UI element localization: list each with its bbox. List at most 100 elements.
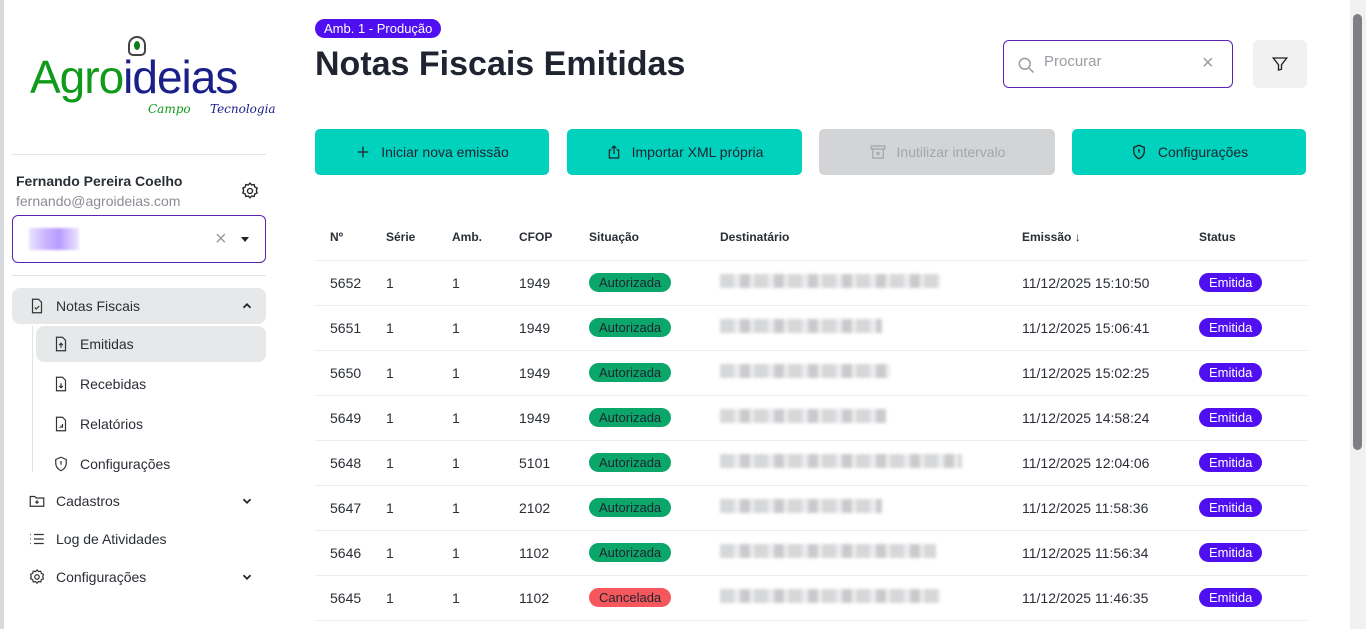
main-content: Amb. 1 - Produção Notas Fiscais Emitidas… xyxy=(284,0,1350,629)
cell-recipient xyxy=(720,260,1022,306)
column-header[interactable]: Emissão ↓ xyxy=(1022,215,1199,261)
chevron-down-icon[interactable] xyxy=(240,494,254,508)
column-header: Nº xyxy=(315,215,386,261)
situation-badge: Autorizada xyxy=(589,453,672,472)
filter-button[interactable] xyxy=(1253,40,1307,88)
cell-status: Emitida xyxy=(1199,440,1307,486)
table-row[interactable]: 5648 1 1 5101 Autorizada 11/12/2025 12:04:06 E… xyxy=(315,440,1307,486)
shield-alert-icon xyxy=(1132,144,1145,160)
column-header: Status xyxy=(1199,215,1307,261)
chevron-up-icon[interactable] xyxy=(240,299,254,313)
button-label: Configurações xyxy=(1157,144,1249,160)
invoices-table: Nº Série Amb. CFOP Situação Destinatário Emiss… xyxy=(315,215,1307,621)
search-icon xyxy=(1018,57,1035,74)
cell-issue-date: 11/12/2025 11:56:34 xyxy=(1022,530,1199,576)
cell-status: Emitida xyxy=(1199,395,1307,441)
cell-situation: Autorizada xyxy=(589,485,720,531)
logo-text: ideias xyxy=(123,51,238,103)
logo-text: Agro xyxy=(30,51,124,103)
status-badge: Emitida xyxy=(1199,273,1263,292)
sidebar-item-label: Relatórios xyxy=(80,416,144,432)
situation-badge: Cancelada xyxy=(589,588,672,607)
cell-number: 5646 xyxy=(315,530,386,576)
column-header: Situação xyxy=(589,215,720,261)
cell-status: Emitida xyxy=(1199,575,1307,621)
cell-situation: Autorizada xyxy=(589,440,720,486)
status-badge: Emitida xyxy=(1199,318,1263,337)
cell-issue-date: 11/12/2025 15:10:50 xyxy=(1022,260,1199,306)
cell-series: 1 xyxy=(386,575,452,621)
new-emission-button[interactable]: Iniciar nova emissão xyxy=(315,129,549,175)
sidebar-item-relatorios[interactable]: Relatórios xyxy=(36,406,266,442)
sidebar-item-log-atividades[interactable]: Log de Atividades xyxy=(12,521,266,557)
import-xml-button[interactable]: Importar XML própria xyxy=(567,129,802,175)
cell-issue-date: 11/12/2025 15:02:25 xyxy=(1022,350,1199,396)
divider xyxy=(12,275,266,276)
cell-cfop: 1949 xyxy=(519,350,589,396)
filter-icon xyxy=(1271,57,1289,71)
sidebar-item-notas-fiscais[interactable]: Notas Fiscais xyxy=(12,288,266,324)
cell-environment: 1 xyxy=(452,260,519,306)
table-row[interactable]: 5651 1 1 1949 Autorizada 11/12/2025 15:06:41 E… xyxy=(315,305,1307,351)
cell-environment: 1 xyxy=(452,485,519,531)
clear-icon[interactable]: × xyxy=(215,228,227,250)
sidebar-item-configuracoes[interactable]: Configurações xyxy=(12,559,266,595)
cell-issue-date: 11/12/2025 12:04:06 xyxy=(1022,440,1199,486)
cell-cfop: 2102 xyxy=(519,485,589,531)
settings-button[interactable]: Configurações xyxy=(1072,129,1306,175)
user-settings-gear-icon[interactable] xyxy=(240,181,260,201)
situation-badge: Autorizada xyxy=(589,318,672,337)
void-range-button[interactable]: Inutilizar intervalo xyxy=(819,129,1055,175)
cell-recipient xyxy=(720,440,1022,486)
cell-number: 5648 xyxy=(315,440,386,486)
table-row[interactable]: 5652 1 1 1949 Autorizada 11/12/2025 15:10:50 E… xyxy=(315,260,1307,306)
sidebar-item-recebidas[interactable]: Recebidas xyxy=(36,366,266,402)
sidebar-item-label: Cadastros xyxy=(56,493,120,509)
sidebar-item-emitidas[interactable]: Emitidas xyxy=(36,326,266,362)
situation-badge: Autorizada xyxy=(589,273,672,292)
cell-number: 5645 xyxy=(315,575,386,621)
cell-number: 5650 xyxy=(315,350,386,396)
page-title: Notas Fiscais Emitidas xyxy=(315,45,686,83)
sidebar-item-cadastros[interactable]: Cadastros xyxy=(12,483,266,519)
recipient-redacted xyxy=(720,319,882,333)
cell-cfop: 1949 xyxy=(519,305,589,351)
table-row[interactable]: 5647 1 1 2102 Autorizada 11/12/2025 11:58:36 E… xyxy=(315,485,1307,531)
cell-cfop: 1949 xyxy=(519,395,589,441)
recipient-redacted xyxy=(720,364,890,378)
share-upload-icon xyxy=(608,145,619,159)
cell-recipient xyxy=(720,485,1022,531)
recipient-redacted xyxy=(720,589,940,603)
button-label: Iniciar nova emissão xyxy=(381,144,509,160)
table-row[interactable]: 5649 1 1 1949 Autorizada 11/12/2025 14:58:24 E… xyxy=(315,395,1307,441)
column-header: CFOP xyxy=(519,215,589,261)
logo-tag: Tecnologia xyxy=(210,102,276,116)
table-row[interactable]: 5650 1 1 1949 Autorizada 11/12/2025 15:02:25 E… xyxy=(315,350,1307,396)
chevron-down-icon[interactable] xyxy=(240,570,254,584)
sidebar-item-label: Configurações xyxy=(56,569,147,585)
cell-situation: Cancelada xyxy=(589,575,720,621)
table-row[interactable]: 5646 1 1 1102 Autorizada 11/12/2025 11:56:34 E… xyxy=(315,530,1307,576)
table-row[interactable]: 5645 1 1 1102 Cancelada 11/12/2025 11:46:35 Em… xyxy=(315,575,1307,621)
environment-badge: Amb. 1 - Produção xyxy=(315,19,442,38)
lightbulb-icon xyxy=(128,36,146,56)
caret-down-icon[interactable] xyxy=(241,237,249,246)
situation-badge: Autorizada xyxy=(589,363,672,382)
column-header: Amb. xyxy=(452,215,519,261)
cell-cfop: 5101 xyxy=(519,440,589,486)
search-field[interactable]: × xyxy=(1003,40,1233,88)
cell-recipient xyxy=(720,395,1022,441)
cell-recipient xyxy=(720,575,1022,621)
sidebar-item-nf-configuracoes[interactable]: Configurações xyxy=(36,446,266,482)
cell-status: Emitida xyxy=(1199,305,1307,351)
status-badge: Emitida xyxy=(1199,453,1263,472)
cell-environment: 1 xyxy=(452,350,519,396)
button-label: Importar XML própria xyxy=(631,144,764,160)
company-select[interactable]: × xyxy=(12,215,266,263)
search-input[interactable] xyxy=(1044,53,1194,70)
clear-search-icon[interactable]: × xyxy=(1202,52,1214,74)
scrollbar-thumb[interactable] xyxy=(1353,14,1362,450)
file-upload-icon xyxy=(55,336,67,352)
cell-recipient xyxy=(720,350,1022,396)
recipient-redacted xyxy=(720,499,882,513)
